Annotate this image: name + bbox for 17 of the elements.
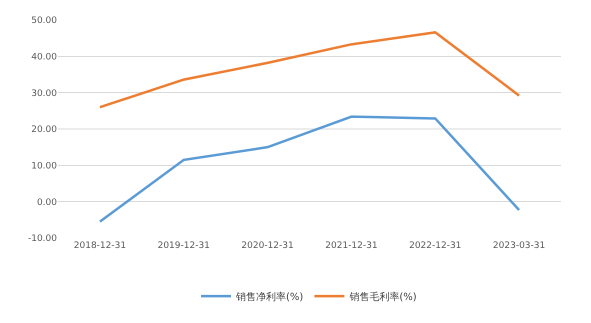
x-tick-label: 2023-03-31	[492, 241, 546, 251]
y-tick-label: 40.00	[31, 52, 58, 62]
y-tick-label: 10.00	[31, 161, 58, 172]
y-tick-label: 0.00	[36, 198, 58, 208]
x-tick-label: 2018-12-31	[74, 241, 126, 251]
legend-label: 销售净利率(%)	[235, 291, 304, 303]
y-tick-label: -10.00	[28, 234, 58, 244]
x-tick-label: 2021-12-31	[325, 241, 378, 251]
legend-label: 销售毛利率(%)	[348, 291, 417, 303]
y-tick-label: 20.00	[31, 125, 58, 136]
y-tick-label: 30.00	[31, 88, 58, 99]
line-series	[98, 31, 520, 108]
y-tick-label: 50.00	[31, 16, 58, 26]
x-tick-label: 2019-12-31	[158, 241, 210, 251]
x-tick-label: 2020-12-31	[241, 241, 294, 251]
line-series	[98, 115, 520, 223]
x-tick-label: 2022-12-31	[409, 241, 462, 251]
